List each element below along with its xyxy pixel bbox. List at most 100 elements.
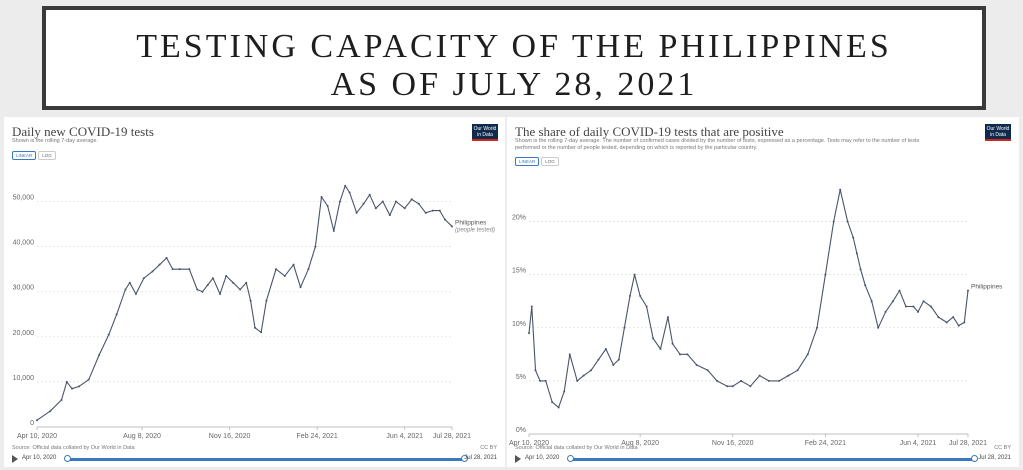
data-point [957, 324, 960, 327]
play-icon[interactable] [12, 455, 18, 463]
data-point [666, 316, 669, 319]
x-tick-label: Jun 4, 2021 [386, 433, 423, 440]
timeline-start-label: Apr 10, 2020 [525, 455, 560, 461]
data-point [898, 289, 901, 292]
data-point [171, 268, 174, 271]
data-point [438, 209, 441, 212]
data-point [963, 321, 966, 324]
data-point [381, 200, 384, 203]
data-point [348, 191, 351, 194]
chart-title: The share of daily COVID-19 tests that a… [515, 124, 784, 139]
data-point [178, 268, 181, 271]
timeline-end-handle[interactable] [461, 455, 468, 462]
data-point [107, 333, 110, 336]
data-point [206, 283, 209, 286]
data-point [604, 348, 607, 350]
x-tick-label: Jul 28, 2021 [433, 433, 471, 440]
banner-title-line-1: TESTING CAPACITY OF THE PHILIPPINES [136, 28, 892, 65]
data-point [417, 202, 420, 205]
data-point [158, 263, 161, 266]
x-tick-label: Aug 8, 2020 [621, 440, 659, 447]
x-tick-label: Jun 4, 2021 [900, 440, 937, 447]
y-tick-label: 10,000 [13, 375, 35, 382]
timeline: Apr 10, 2020 Jul 28, 2021 [515, 454, 1011, 464]
y-tick-label: 20% [512, 215, 526, 222]
timeline-end-label: Jul 28, 2021 [464, 455, 497, 461]
data-point [225, 274, 228, 277]
data-point [706, 369, 709, 372]
data-point [597, 358, 600, 361]
tests-chart: 0 10,000 20,000 30,000 40,000 50,000 Apr 10, 2… [13, 184, 495, 440]
owid-logo[interactable]: Our World in Data [472, 124, 498, 141]
y-tick-label: 0% [516, 427, 526, 434]
timeline-slider[interactable] [567, 455, 978, 462]
timeline: Apr 10, 2020 Jul 28, 2021 [12, 454, 497, 464]
data-point [916, 310, 919, 313]
data-point [967, 289, 969, 292]
data-point [859, 268, 862, 271]
log-toggle-button[interactable]: LOG [541, 157, 559, 166]
data-point [678, 353, 681, 356]
data-point [716, 379, 719, 382]
data-point [275, 268, 278, 271]
positivity-chart-panel: The share of daily COVID-19 tests that a… [507, 117, 1019, 467]
data-point [628, 294, 631, 297]
data-point [749, 385, 752, 388]
data-point [839, 188, 842, 191]
series-annotation: (people tested) [455, 227, 495, 233]
timeline-start-handle[interactable] [64, 455, 71, 462]
timeline-end-handle[interactable] [971, 455, 978, 462]
data-point [952, 316, 955, 319]
y-tick-label: 15% [512, 268, 526, 275]
x-tick-label: Nov 16, 2020 [209, 433, 251, 440]
data-point [320, 196, 323, 199]
data-point [904, 305, 907, 308]
timeline-slider[interactable] [64, 455, 468, 462]
license-link[interactable]: CC BY [480, 445, 497, 451]
scale-toggle: LINEAR LOG [12, 151, 56, 160]
data-point [912, 305, 915, 308]
data-point [639, 294, 642, 297]
data-point [557, 406, 560, 409]
x-tick-label: Apr 10, 2020 [509, 440, 549, 447]
play-icon[interactable] [515, 455, 521, 463]
x-tick-label: Feb 24, 2021 [297, 433, 338, 440]
data-point [528, 332, 530, 335]
data-point [115, 313, 118, 316]
data-point [283, 274, 286, 277]
data-point [530, 305, 533, 308]
linear-toggle-button[interactable]: LINEAR [12, 151, 37, 160]
y-tick-label: 5% [516, 374, 526, 381]
data-point [362, 202, 365, 205]
data-point [796, 369, 799, 372]
timeline-end-label: Jul 28, 2021 [978, 455, 1011, 461]
data-point [265, 299, 268, 302]
data-point [877, 326, 880, 329]
data-point [314, 245, 317, 248]
owid-logo[interactable]: Our World in Data [985, 124, 1011, 141]
data-point [582, 374, 585, 377]
data-point [98, 353, 101, 356]
data-point [299, 286, 302, 289]
data-point [201, 290, 204, 293]
data-point [633, 273, 636, 276]
series-line-philippines [36, 185, 453, 421]
data-point [806, 353, 809, 356]
chart-title: Daily new COVID-19 tests [12, 124, 154, 139]
timeline-start-handle[interactable] [567, 455, 574, 462]
data-point [165, 256, 168, 259]
data-point [78, 385, 81, 388]
data-point [332, 229, 335, 232]
data-point [824, 273, 827, 276]
data-point [855, 252, 858, 255]
log-toggle-button[interactable]: LOG [38, 151, 56, 160]
data-point [671, 342, 674, 345]
x-tick-label: Nov 16, 2020 [712, 440, 754, 447]
data-point [338, 200, 341, 203]
timeline-start-label: Apr 10, 2020 [22, 455, 57, 461]
linear-toggle-button[interactable]: LINEAR [515, 157, 540, 166]
license-link[interactable]: CC BY [994, 445, 1011, 451]
data-point [188, 268, 191, 271]
y-tick-label: 0 [30, 420, 34, 427]
data-point [71, 387, 74, 390]
